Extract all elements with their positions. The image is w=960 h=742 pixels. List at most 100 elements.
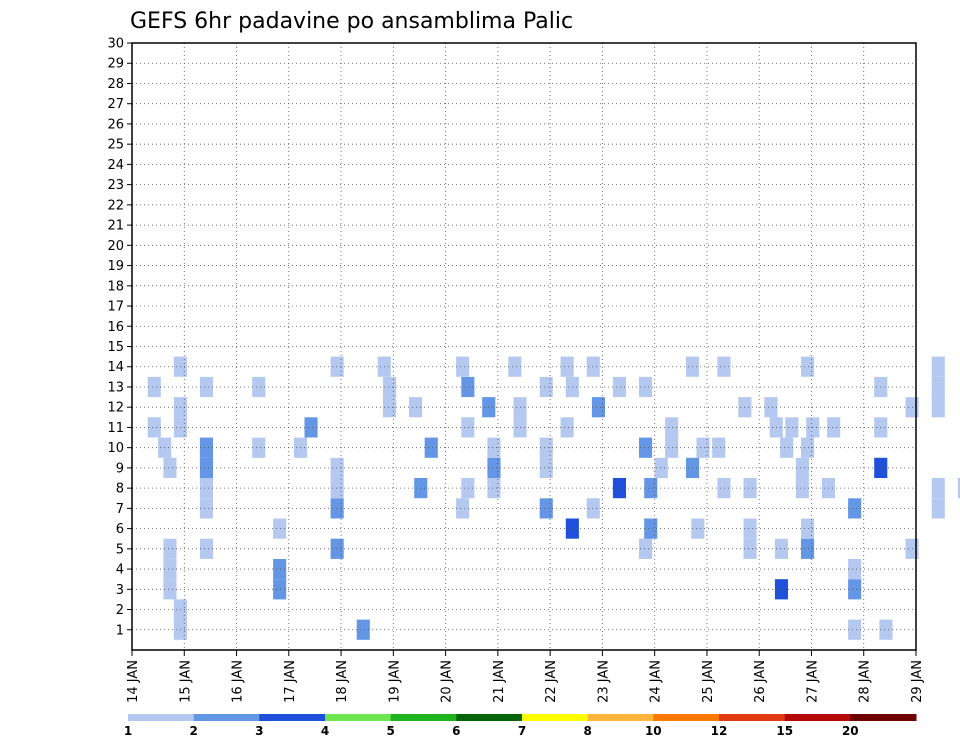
heatmap-cell <box>665 417 679 438</box>
x-tick-label: 18 JAN <box>335 660 350 703</box>
y-tick-label: 6 <box>116 522 124 537</box>
y-tick-label: 20 <box>107 239 124 254</box>
heatmap-cell <box>539 437 553 458</box>
x-tick-label: 27 JAN <box>805 660 820 703</box>
y-tick-label: 18 <box>107 279 124 294</box>
heatmap-cell <box>487 478 501 499</box>
heatmap-cell <box>304 417 318 438</box>
heatmap-cell <box>487 457 501 478</box>
colorbar-label: 4 <box>321 724 329 738</box>
chart-title: GEFS 6hr padavine po ansamblima Palic <box>130 9 573 34</box>
heatmap-cell <box>147 376 161 398</box>
heatmap-cell <box>252 437 266 458</box>
heatmap-cell <box>382 397 396 418</box>
heatmap-cell <box>199 478 213 499</box>
heatmap-cell <box>456 498 470 519</box>
y-tick-label: 17 <box>107 300 124 315</box>
heatmap-cell <box>879 619 893 640</box>
heatmap-cell <box>560 356 574 377</box>
colorbar-label: 20 <box>842 724 859 738</box>
heatmap-cell <box>199 437 213 458</box>
y-tick-label: 3 <box>116 583 124 598</box>
y-tick-label: 21 <box>107 219 124 234</box>
heatmap-cell <box>330 498 344 519</box>
heatmap-cell <box>931 356 945 377</box>
heatmap-cell <box>199 376 213 398</box>
heatmap-cell <box>539 376 553 398</box>
heatmap-cell <box>461 417 475 438</box>
y-tick-label: 2 <box>116 603 124 618</box>
heatmap-cell <box>382 376 396 398</box>
colorbar-swatch <box>653 714 720 721</box>
heatmap-cell <box>456 356 470 377</box>
colorbar-label: 3 <box>255 724 263 738</box>
heatmap-cell <box>712 437 726 458</box>
colorbar-swatch <box>522 714 589 721</box>
colorbar-label: 1 <box>124 724 132 738</box>
colorbar-label: 10 <box>645 724 662 738</box>
colorbar-swatch <box>325 714 392 721</box>
heatmap-cell <box>539 498 553 519</box>
heatmap-cell <box>273 579 287 600</box>
y-tick-label: 24 <box>107 158 124 173</box>
colorbar-swatch <box>456 714 523 721</box>
x-tick-label: 21 JAN <box>492 660 507 703</box>
colorbar-swatch <box>719 714 786 721</box>
grid-layer <box>132 42 917 650</box>
y-axis: 1234567891011121314151617181920212223242… <box>107 37 132 638</box>
heatmap-cell <box>743 478 757 499</box>
colorbar-label: 2 <box>190 724 198 738</box>
colorbar-swatch <box>390 714 457 721</box>
heatmap-cell <box>639 376 653 398</box>
heatmap-cell <box>639 437 653 458</box>
heatmap-cell <box>795 478 809 499</box>
heatmap-cell <box>774 579 788 600</box>
heatmap-cell <box>273 518 287 539</box>
heatmap-cell <box>801 538 815 559</box>
heatmap-cell <box>665 437 679 458</box>
colorbar-swatch <box>128 714 195 721</box>
cells-layer <box>147 356 960 640</box>
y-tick-label: 7 <box>116 502 124 517</box>
heatmap-cell <box>785 417 799 438</box>
heatmap-cell <box>409 397 423 418</box>
y-tick-label: 15 <box>107 340 124 355</box>
heatmap-cell <box>560 417 574 438</box>
heatmap-cell <box>764 397 778 418</box>
y-tick-label: 23 <box>107 178 124 193</box>
x-tick-label: 29 JAN <box>910 660 925 703</box>
heatmap-cell <box>654 457 668 478</box>
colorbar-swatch <box>193 714 260 721</box>
heatmap-cell <box>639 538 653 559</box>
y-tick-label: 22 <box>107 198 124 213</box>
heatmap-cell <box>780 437 794 458</box>
colorbar-label: 7 <box>518 724 526 738</box>
y-tick-label: 26 <box>107 117 124 132</box>
heatmap-cell <box>199 498 213 519</box>
heatmap-cell <box>644 518 658 539</box>
colorbar-swatch <box>259 714 326 721</box>
y-tick-label: 13 <box>107 380 124 395</box>
heatmap-cell <box>696 437 710 458</box>
y-tick-label: 9 <box>116 461 124 476</box>
heatmap-cell <box>163 538 177 559</box>
heatmap-cell <box>163 579 177 600</box>
colorbar-swatch <box>587 714 654 721</box>
heatmap-cell <box>273 559 287 580</box>
heatmap-cell <box>199 457 213 478</box>
heatmap-cell <box>586 356 600 377</box>
x-tick-label: 15 JAN <box>178 660 193 703</box>
y-tick-label: 4 <box>116 563 124 578</box>
heatmap-cell <box>801 356 815 377</box>
y-tick-label: 29 <box>107 57 124 72</box>
y-tick-label: 27 <box>107 97 124 112</box>
heatmap-cell <box>717 356 731 377</box>
heatmap-cell <box>848 619 862 640</box>
heatmap-cell <box>539 457 553 478</box>
heatmap-cell <box>827 417 841 438</box>
x-tick-label: 26 JAN <box>753 660 768 703</box>
heatmap-cell <box>591 397 605 418</box>
heatmap-cell <box>848 579 862 600</box>
x-tick-label: 19 JAN <box>387 660 402 703</box>
